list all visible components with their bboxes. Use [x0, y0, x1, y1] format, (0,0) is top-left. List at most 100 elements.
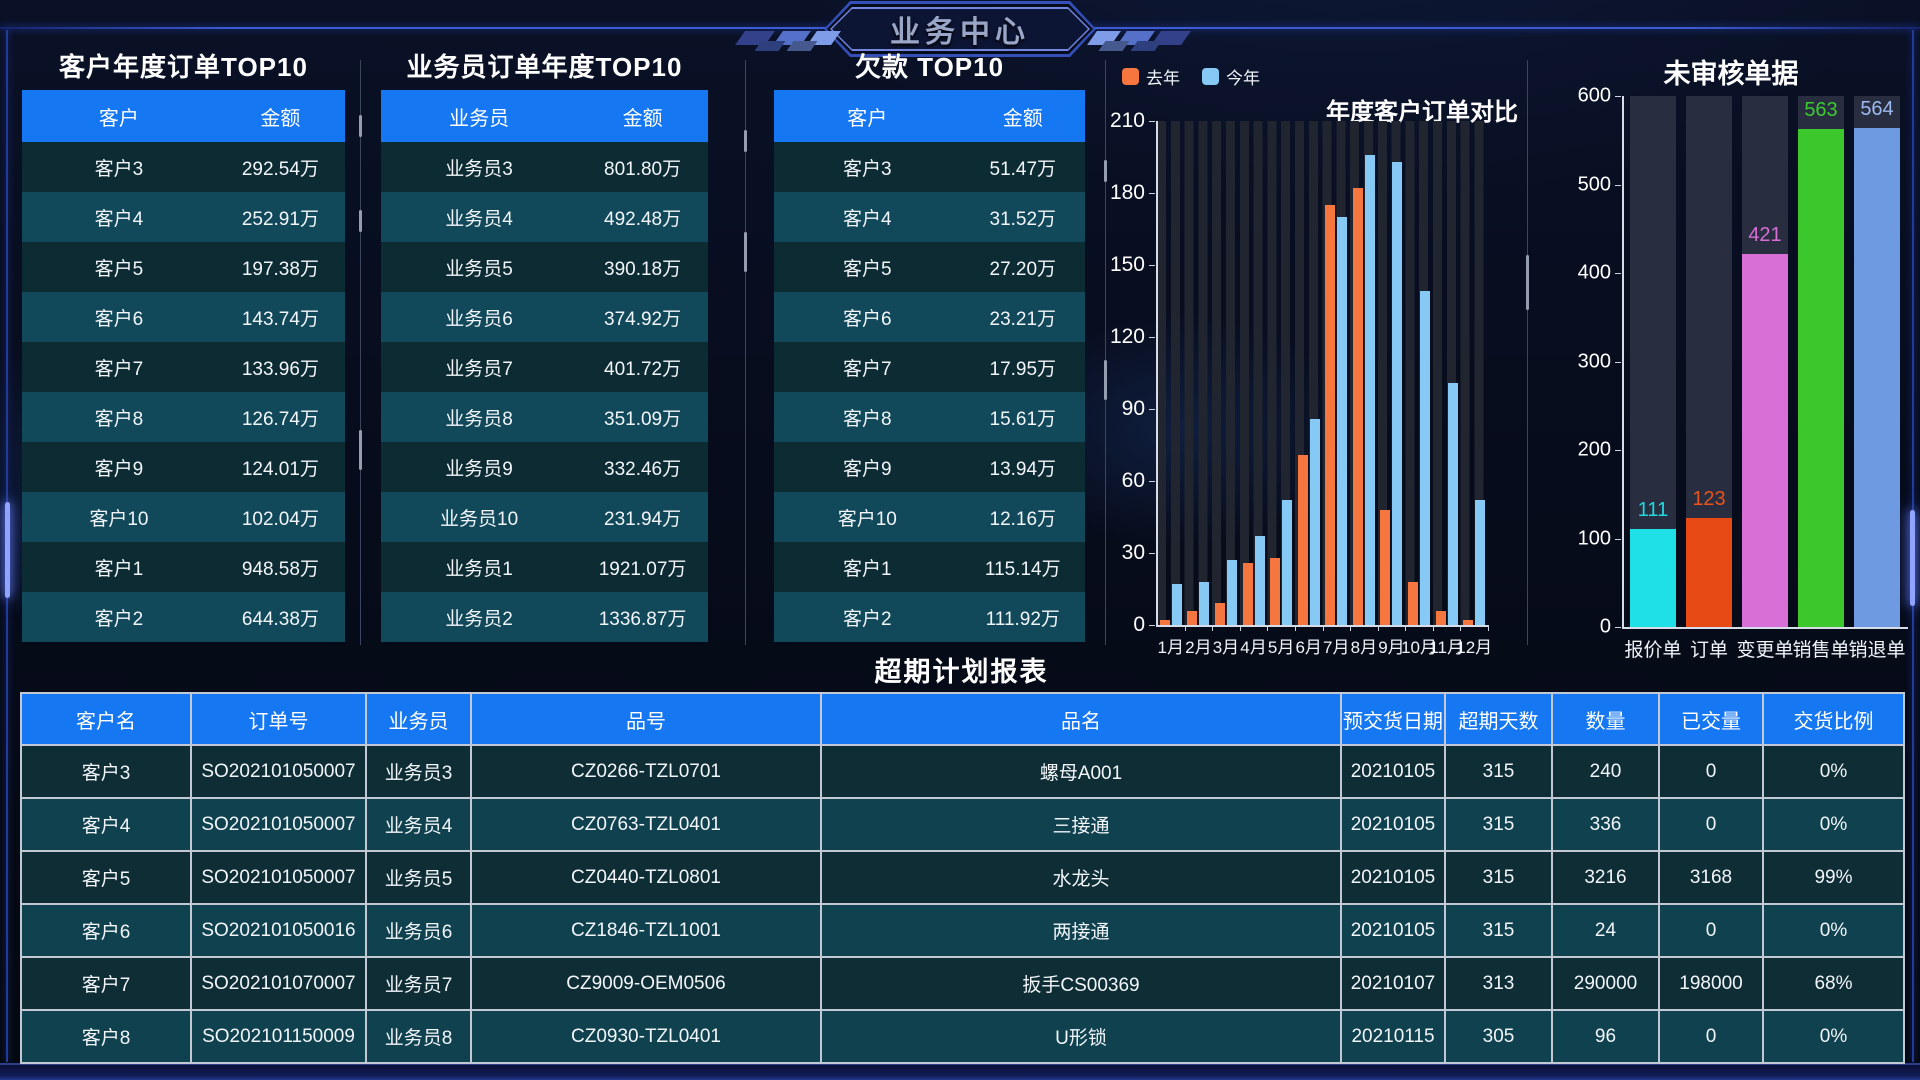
cell-amount: 197.38万	[241, 258, 319, 280]
scrollbar-thumb[interactable]	[359, 210, 362, 232]
bar-去年-11月	[1435, 610, 1446, 625]
bar-value-label: 111	[1637, 498, 1669, 521]
cell-name: 客户8	[94, 408, 144, 430]
bar-去年-8月	[1352, 188, 1363, 625]
cell: 20210105	[1340, 903, 1446, 958]
column-header: 超期天数	[1444, 692, 1553, 746]
y-tick-label: 200	[1577, 438, 1611, 461]
table-row: 客户9 13.94万	[774, 442, 1085, 492]
cell-amount: 332.46万	[604, 458, 682, 480]
cell: 螺母A001	[820, 744, 1342, 799]
table-row: 客户2 644.38万	[22, 592, 345, 642]
cell: 99%	[1762, 850, 1905, 905]
y-tick-label: 300	[1577, 350, 1611, 372]
table-row: 客户3 SO202101050007 业务员3 CZ0266-TZL0701 螺母A00…	[20, 744, 1905, 799]
cell-name: 客户3	[843, 158, 892, 180]
cell-name: 业务员10	[440, 508, 519, 530]
cell: 0	[1658, 1009, 1764, 1064]
scrollbar-thumb[interactable]	[1104, 360, 1107, 400]
y-tick-mark	[1149, 553, 1155, 554]
cell: 96	[1551, 1009, 1660, 1064]
cell: 305	[1444, 1009, 1553, 1064]
scrollbar-thumb[interactable]	[359, 430, 362, 470]
cell: CZ0930-TZL0401	[470, 1009, 822, 1064]
cell-amount: 51.47万	[989, 158, 1057, 180]
cell-amount: 1336.87万	[598, 608, 687, 630]
cell-amount: 124.01万	[241, 458, 319, 480]
table-row: 客户5 197.38万	[22, 242, 345, 292]
cell: 20210105	[1340, 744, 1446, 799]
cell: 313	[1444, 956, 1553, 1011]
cell-name: 客户6	[843, 308, 892, 330]
bar-今年-2月	[1199, 581, 1210, 625]
bar-今年-7月	[1337, 217, 1348, 625]
y-tick-mark	[1149, 409, 1155, 410]
cell: 0%	[1762, 797, 1905, 852]
bar-今年-6月	[1309, 418, 1320, 625]
header-badge: 业务中心	[824, 1, 1096, 57]
column-header: 业务员	[365, 692, 472, 746]
cell-amount: 133.96万	[241, 358, 319, 380]
table-row: 客户10 102.04万	[22, 492, 345, 542]
x-category-label: 12月	[1456, 638, 1493, 657]
cell: SO202101050016	[190, 903, 367, 958]
report-title: 超期计划报表	[874, 656, 1049, 687]
cell: 198000	[1658, 956, 1764, 1011]
x-tick-mark	[1212, 625, 1214, 631]
table-row: 业务员8 351.09万	[381, 392, 708, 442]
y-tick-mark	[1149, 193, 1155, 194]
scrollbar-thumb[interactable]	[359, 115, 362, 137]
x-category-label: 订单	[1689, 640, 1729, 661]
table-row: 客户3 292.54万	[22, 142, 345, 192]
cell-name: 客户1	[94, 558, 144, 580]
x-category-label: 7月	[1323, 638, 1350, 657]
y-axis-line	[1156, 121, 1158, 625]
cell: 业务员5	[365, 850, 472, 905]
scrollbar-thumb[interactable]	[1104, 160, 1107, 182]
cell-name: 客户4	[843, 208, 892, 230]
customer-top10-table: 客户 金额 客户3 292.54万 客户4 252.91万 客户5 197.38万 客户6 143…	[22, 90, 345, 642]
table-row: 客户4 252.91万	[22, 192, 345, 242]
cell: 客户8	[20, 1009, 192, 1064]
cell: 客户6	[20, 903, 192, 958]
table-row: 客户4 31.52万	[774, 192, 1085, 242]
bar-今年-9月	[1392, 161, 1403, 625]
x-tick-mark	[1460, 625, 1462, 631]
table-row: 客户8 126.74万	[22, 392, 345, 442]
panel-title: 欠款 TOP10	[854, 51, 1005, 82]
chart-plot-area: 111 123 421 563 564	[1625, 96, 1905, 627]
y-tick-label: 30	[1121, 541, 1145, 564]
scrollbar-thumb[interactable]	[744, 130, 747, 152]
x-category-label: 11月	[1429, 638, 1464, 657]
x-category-label: 销售单	[1792, 640, 1850, 661]
cell: 业务员3	[365, 744, 472, 799]
cell-amount: 948.58万	[241, 558, 319, 580]
x-category-label: 报价单	[1624, 640, 1682, 661]
legend-item-last-year[interactable]: 去年	[1122, 64, 1180, 89]
column-header: 已交量	[1658, 692, 1764, 746]
y-tick-mark	[1615, 361, 1621, 363]
y-tick-mark	[1615, 273, 1621, 274]
scrollbar-thumb[interactable]	[1526, 255, 1529, 310]
y-tick-mark	[1149, 625, 1155, 626]
cell-name: 客户2	[843, 608, 892, 630]
cell-name: 客户10	[89, 508, 149, 530]
cell-name: 客户10	[837, 508, 897, 530]
cell-amount: 23.21万	[989, 308, 1057, 330]
bar-value-label: 563	[1804, 98, 1838, 121]
x-category-label: 10月	[1401, 638, 1437, 657]
bar-报价单	[1630, 528, 1676, 627]
cell: 315	[1444, 797, 1553, 852]
x-category-label: 变更单	[1736, 640, 1794, 661]
cell-amount: 351.09万	[604, 408, 682, 430]
legend-item-this-year[interactable]: 今年	[1202, 64, 1260, 89]
table-row: 客户5 27.20万	[774, 242, 1085, 292]
scrollbar-thumb[interactable]	[744, 232, 747, 272]
cell: 业务员7	[365, 956, 472, 1011]
table-row: 客户4 SO202101050007 业务员4 CZ0763-TZL0401 三接通 20…	[20, 797, 1905, 852]
table-row: 客户1 115.14万	[774, 542, 1085, 592]
y-tick-mark	[1149, 481, 1155, 482]
cell-amount: 801.80万	[604, 158, 682, 180]
y-tick-label: 180	[1109, 181, 1145, 204]
cell-name: 业务员2	[445, 608, 513, 630]
